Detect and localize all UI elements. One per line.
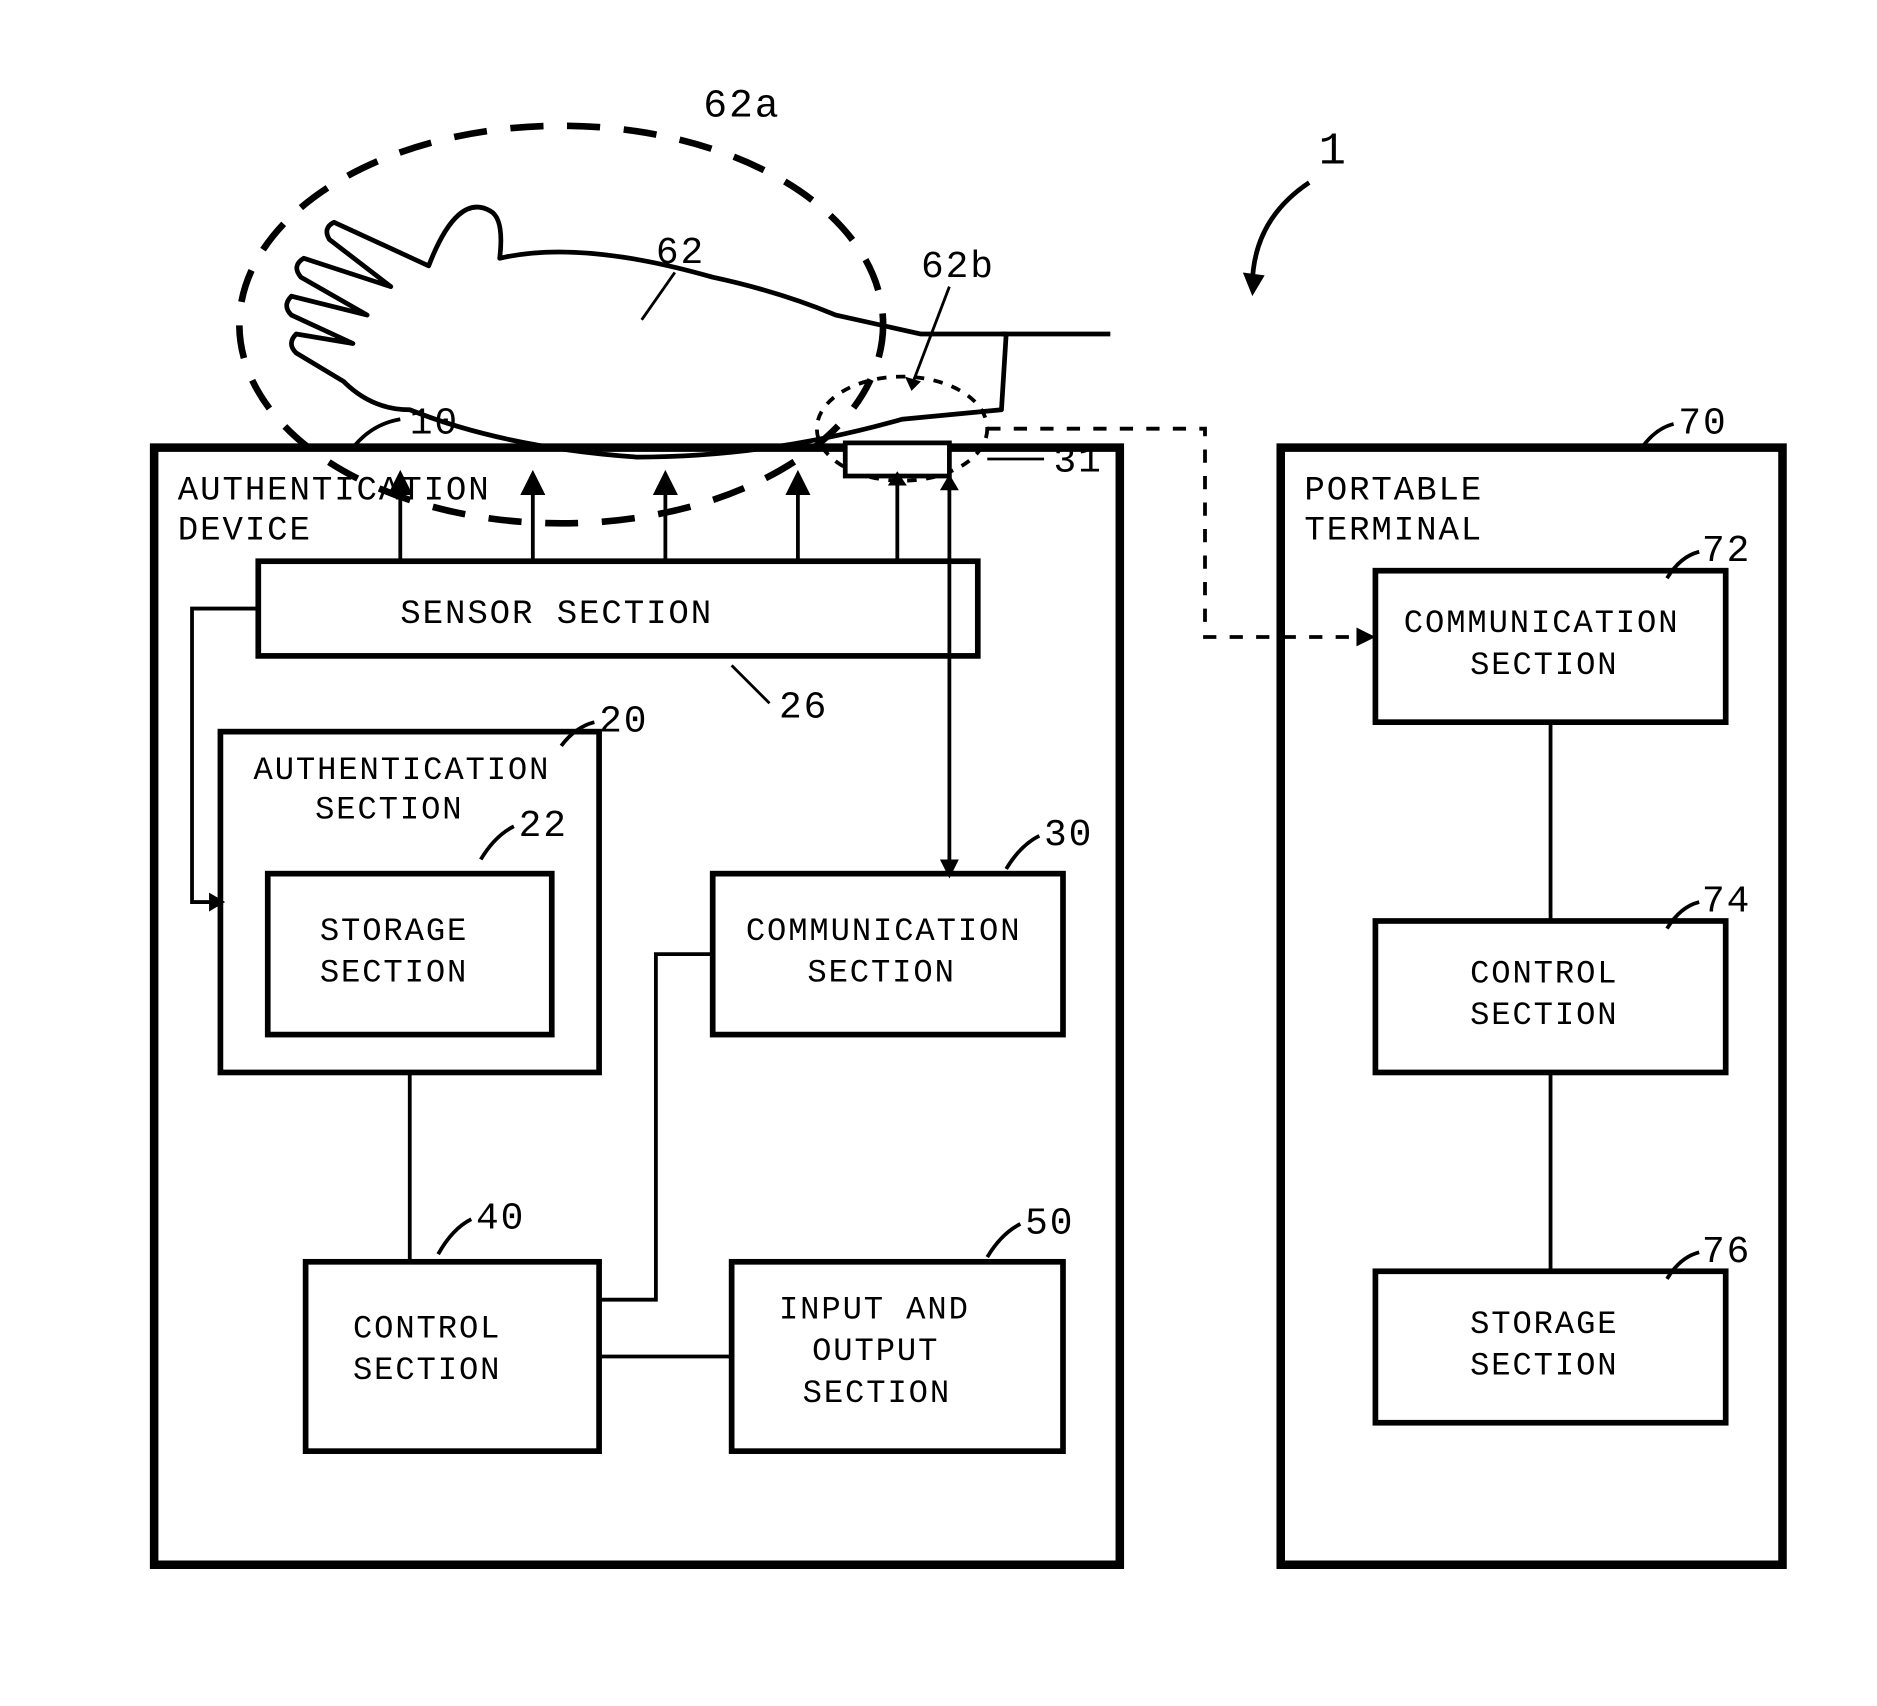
swoosh-arrow (1252, 183, 1309, 287)
ref-portable: 70 (1678, 402, 1727, 445)
comm2-title: COMMUNICATION SECTION (1404, 605, 1701, 684)
control1-title: CONTROL SECTION (353, 1311, 523, 1390)
ref-wrist-circle: 62b (921, 246, 995, 289)
conn-control-comm (599, 954, 713, 1300)
ref-hand: 62 (656, 232, 705, 275)
antenna-box (845, 443, 949, 476)
storage1-title: STORAGE SECTION (320, 913, 490, 992)
ref-hand-circle: 62a (703, 83, 780, 128)
ref-storage1: 22 (519, 805, 568, 848)
ref-auth-section: 20 (599, 701, 648, 744)
ref-comm2: 72 (1702, 530, 1751, 573)
block-diagram: 1 62a 62 62b 10 AUTHENTICATION DEVICE 31… (50, 50, 1827, 1651)
storage2-title: STORAGE SECTION (1470, 1306, 1640, 1385)
ref-storage2: 76 (1702, 1231, 1751, 1274)
ref-io: 50 (1025, 1202, 1074, 1245)
sensor-title: SENSOR SECTION (400, 596, 713, 634)
ref-sensor: 26 (779, 686, 828, 729)
ref-antenna: 31 (1054, 440, 1103, 483)
control2-title: CONTROL SECTION (1470, 956, 1640, 1035)
ref-system: 1 (1319, 126, 1348, 178)
hand-region-circle (239, 126, 883, 524)
ref-control1: 40 (476, 1198, 525, 1241)
comm1-title: COMMUNICATION SECTION (746, 913, 1043, 992)
ref-control2: 74 (1702, 881, 1751, 924)
ref-auth-device: 10 (410, 402, 459, 445)
io-title: INPUT AND OUTPUT SECTION (779, 1292, 991, 1412)
ref-comm1: 30 (1044, 814, 1093, 857)
portable-title: PORTABLE TERMINAL (1304, 473, 1505, 551)
